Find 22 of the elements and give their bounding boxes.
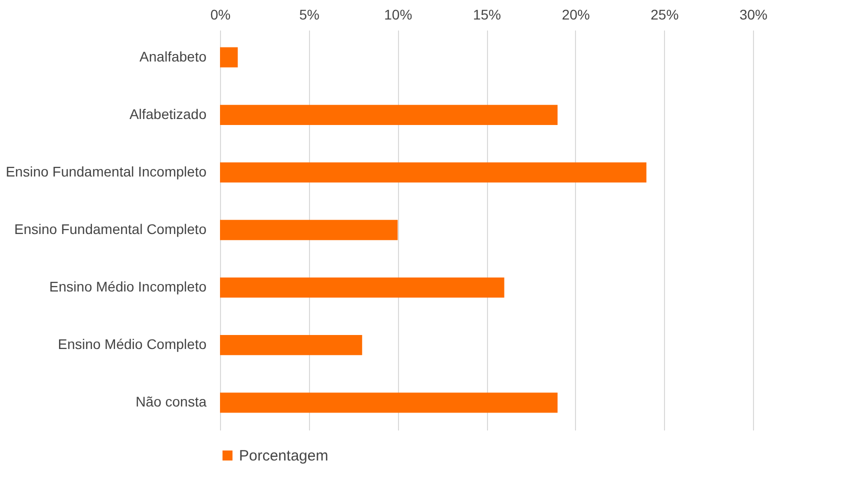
bar	[220, 47, 238, 68]
x-tick-label: 20%	[562, 6, 590, 22]
bar	[220, 335, 362, 356]
y-tick-label: Ensino Fundamental Completo	[14, 221, 207, 237]
bar	[220, 392, 558, 413]
y-tick-label: Analfabeto	[140, 48, 207, 64]
bar	[220, 277, 504, 298]
legend-label: Porcentagem	[239, 448, 328, 464]
x-tick-label: 15%	[472, 6, 502, 22]
bar	[220, 104, 558, 125]
y-tick-label: Ensino Médio Completo	[58, 336, 207, 352]
x-tick-label: 10%	[384, 6, 412, 22]
x-tick-label: 30%	[739, 6, 768, 22]
y-tick-label: Alfabetizado	[129, 106, 207, 122]
x-tick-label: 0%	[210, 6, 231, 22]
x-tick-label: 25%	[650, 6, 679, 22]
bar	[220, 162, 646, 183]
y-tick-label: Ensino Médio Incompleto	[49, 278, 207, 295]
x-tick-label: 5%	[299, 6, 320, 22]
y-tick-label: Não consta	[136, 394, 207, 410]
bar	[220, 220, 398, 240]
y-tick-label: Ensino Fundamental Incompleto	[6, 163, 207, 180]
